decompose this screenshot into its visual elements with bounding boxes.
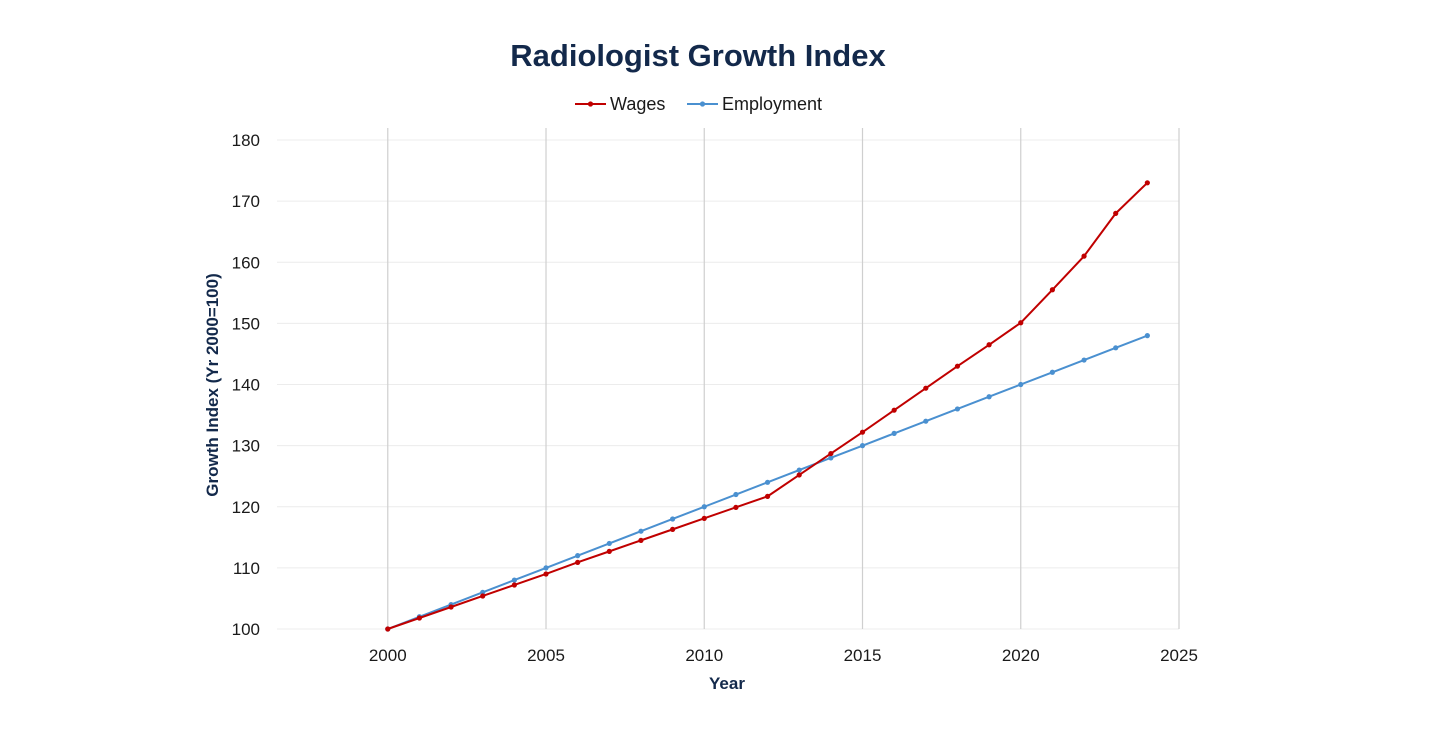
data-point-employment-2015	[859, 443, 866, 449]
x-axis-tick-labels: 2000 2005 2010 2015 2020 2025	[369, 646, 1198, 665]
data-point-wages-2013	[796, 472, 802, 478]
data-point-wages-2004	[511, 582, 517, 588]
x-tick-label-2015: 2015	[844, 646, 882, 665]
x-axis-title: Year	[709, 674, 745, 693]
y-axis-title: Growth Index (Yr 2000=100)	[203, 273, 222, 496]
data-point-wages-2005	[543, 571, 549, 577]
data-point-wages-2010	[701, 515, 707, 521]
series-wages	[385, 180, 1150, 632]
series-employment	[385, 333, 1150, 632]
x-tick-label-2020: 2020	[1002, 646, 1040, 665]
legend-marker-wages	[587, 101, 594, 107]
data-point-employment-2018	[954, 406, 961, 412]
data-point-employment-2003	[480, 589, 486, 595]
data-point-wages-2000	[385, 626, 391, 632]
data-point-wages-2024	[1144, 180, 1150, 186]
data-point-employment-2012	[764, 479, 771, 485]
data-point-wages-2019	[986, 342, 992, 348]
legend-label-wages: Wages	[610, 94, 665, 114]
data-point-employment-2017	[923, 418, 929, 424]
data-point-employment-2024	[1144, 333, 1150, 339]
y-tick-label-120: 120	[232, 498, 260, 517]
data-point-wages-2021	[1049, 287, 1056, 293]
chart-title: Radiologist Growth Index	[510, 38, 886, 73]
data-point-employment-2020	[1018, 381, 1024, 388]
data-point-wages-2012	[764, 493, 771, 499]
data-point-employment-2011	[733, 491, 739, 498]
data-point-employment-2010	[701, 504, 707, 510]
data-point-wages-2016	[891, 407, 897, 413]
data-point-wages-2015	[859, 429, 866, 435]
data-point-wages-2018	[954, 363, 961, 369]
data-point-wages-2014	[828, 450, 834, 457]
y-axis-tick-labels: 100 110 120 130 140 150 160 170 180	[232, 131, 260, 639]
y-tick-label-170: 170	[232, 192, 260, 211]
data-point-wages-2003	[480, 593, 486, 599]
data-point-wages-2011	[733, 504, 739, 510]
y-tick-label-100: 100	[232, 620, 260, 639]
data-point-wages-2002	[448, 604, 454, 610]
series-line-wages	[387, 182, 1149, 630]
data-point-wages-2008	[638, 537, 644, 543]
data-point-wages-2017	[923, 385, 929, 391]
y-tick-label-180: 180	[232, 131, 260, 150]
data-point-employment-2007	[606, 540, 612, 547]
y-tick-label-160: 160	[232, 253, 260, 272]
y-tick-label-140: 140	[232, 376, 260, 395]
data-point-employment-2005	[543, 565, 549, 571]
legend-marker-employment	[699, 101, 706, 107]
legend-item-employment: Employment	[687, 94, 822, 114]
data-point-employment-2016	[891, 430, 897, 436]
data-point-employment-2009	[670, 516, 676, 522]
data-point-employment-2013	[796, 467, 802, 473]
gridlines	[277, 128, 1180, 630]
data-point-wages-2001	[416, 615, 423, 621]
legend-item-wages: Wages	[575, 94, 665, 114]
data-point-employment-2014	[828, 455, 834, 461]
legend: Wages Employment	[575, 94, 822, 114]
data-point-wages-2023	[1113, 210, 1119, 216]
data-point-employment-2004	[511, 577, 517, 583]
data-point-wages-2009	[670, 526, 676, 532]
y-tick-label-130: 130	[232, 437, 260, 456]
x-tick-label-2025: 2025	[1160, 646, 1198, 665]
data-point-wages-2020	[1018, 320, 1024, 326]
x-tick-label-2005: 2005	[527, 646, 565, 665]
data-point-employment-2022	[1081, 357, 1087, 363]
y-tick-label-150: 150	[232, 314, 260, 333]
data-point-employment-2019	[986, 394, 992, 400]
plot-series	[385, 180, 1150, 632]
x-tick-label-2010: 2010	[685, 646, 723, 665]
data-point-employment-2006	[575, 553, 581, 559]
data-point-employment-2023	[1113, 345, 1119, 351]
x-tick-label-2000: 2000	[369, 646, 407, 665]
data-point-wages-2022	[1081, 253, 1087, 259]
data-point-wages-2007	[606, 548, 612, 554]
data-point-employment-2008	[638, 528, 644, 534]
y-tick-label-110: 110	[233, 559, 260, 578]
data-point-wages-2006	[575, 559, 581, 565]
legend-label-employment: Employment	[722, 94, 822, 114]
data-point-employment-2021	[1049, 369, 1056, 375]
